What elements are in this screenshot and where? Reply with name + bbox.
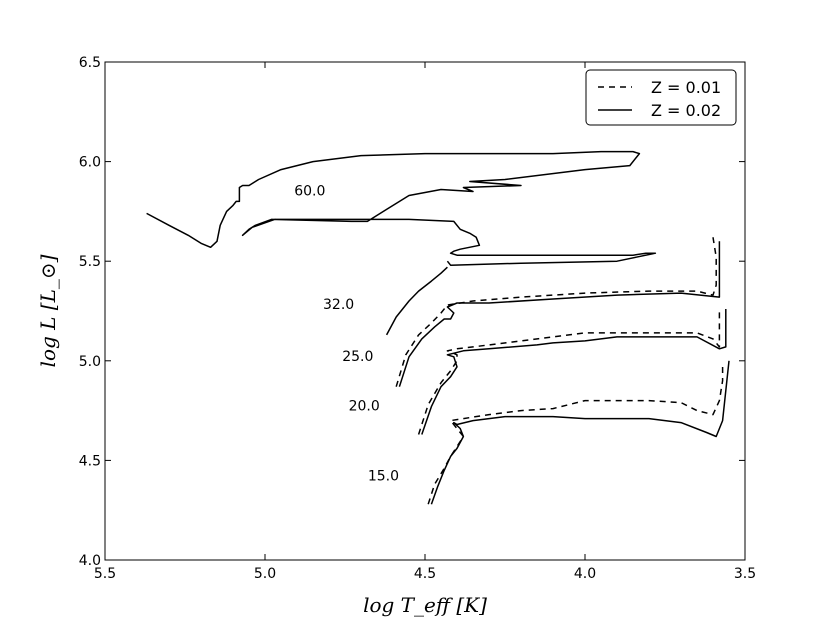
legend-label-z002: Z = 0.02 bbox=[651, 101, 721, 120]
track-15-0-z002-line bbox=[430, 360, 730, 505]
series-group bbox=[146, 150, 730, 505]
track-25-0-z002-line bbox=[398, 241, 721, 387]
x-tick-label: 5.0 bbox=[254, 566, 276, 582]
y-tick-label: 4.5 bbox=[79, 453, 101, 469]
track-25-0-z001-line bbox=[395, 237, 717, 387]
track-15-0-z001-line bbox=[427, 364, 724, 505]
legend-label-z001: Z = 0.01 bbox=[651, 78, 721, 97]
plot-frame bbox=[104, 61, 746, 561]
y-tick-label: 5.0 bbox=[79, 354, 101, 370]
mass-label: 32.0 bbox=[323, 297, 354, 313]
y-tick-label: 6.5 bbox=[79, 55, 101, 71]
mass-label: 15.0 bbox=[368, 468, 399, 484]
y-tick-label: 5.5 bbox=[79, 254, 101, 270]
x-axis-label: log T_eff [K] bbox=[363, 593, 487, 617]
axis-ticks: 5.5 5.0 4.5 4.0 3.5 4.0 4.5 5.0 5.5 6.0 6.5 bbox=[79, 55, 756, 582]
mass-label: 60.0 bbox=[294, 183, 325, 199]
track-20-0-z002-line bbox=[421, 309, 727, 435]
x-tick-label: 4.5 bbox=[414, 566, 436, 582]
annotations-group: 60.0 32.0 25.0 20.0 15.0 bbox=[294, 183, 399, 484]
track-60-0-z002-line bbox=[146, 150, 657, 266]
mass-label: 25.0 bbox=[342, 349, 373, 365]
legend: Z = 0.01 Z = 0.02 bbox=[585, 69, 737, 126]
mass-label: 20.0 bbox=[349, 399, 380, 415]
y-tick-label: 6.0 bbox=[79, 155, 101, 171]
y-tick-label: 4.0 bbox=[79, 553, 101, 569]
x-tick-label: 4.0 bbox=[574, 566, 596, 582]
y-axis-label: log L [L_⊙] bbox=[36, 254, 60, 367]
x-tick-label: 5.5 bbox=[94, 566, 116, 582]
legend-box bbox=[585, 69, 737, 126]
track-20-0-z001-line bbox=[417, 311, 721, 435]
track-32-0-z002-line bbox=[385, 266, 448, 336]
x-tick-label: 3.5 bbox=[734, 566, 756, 582]
